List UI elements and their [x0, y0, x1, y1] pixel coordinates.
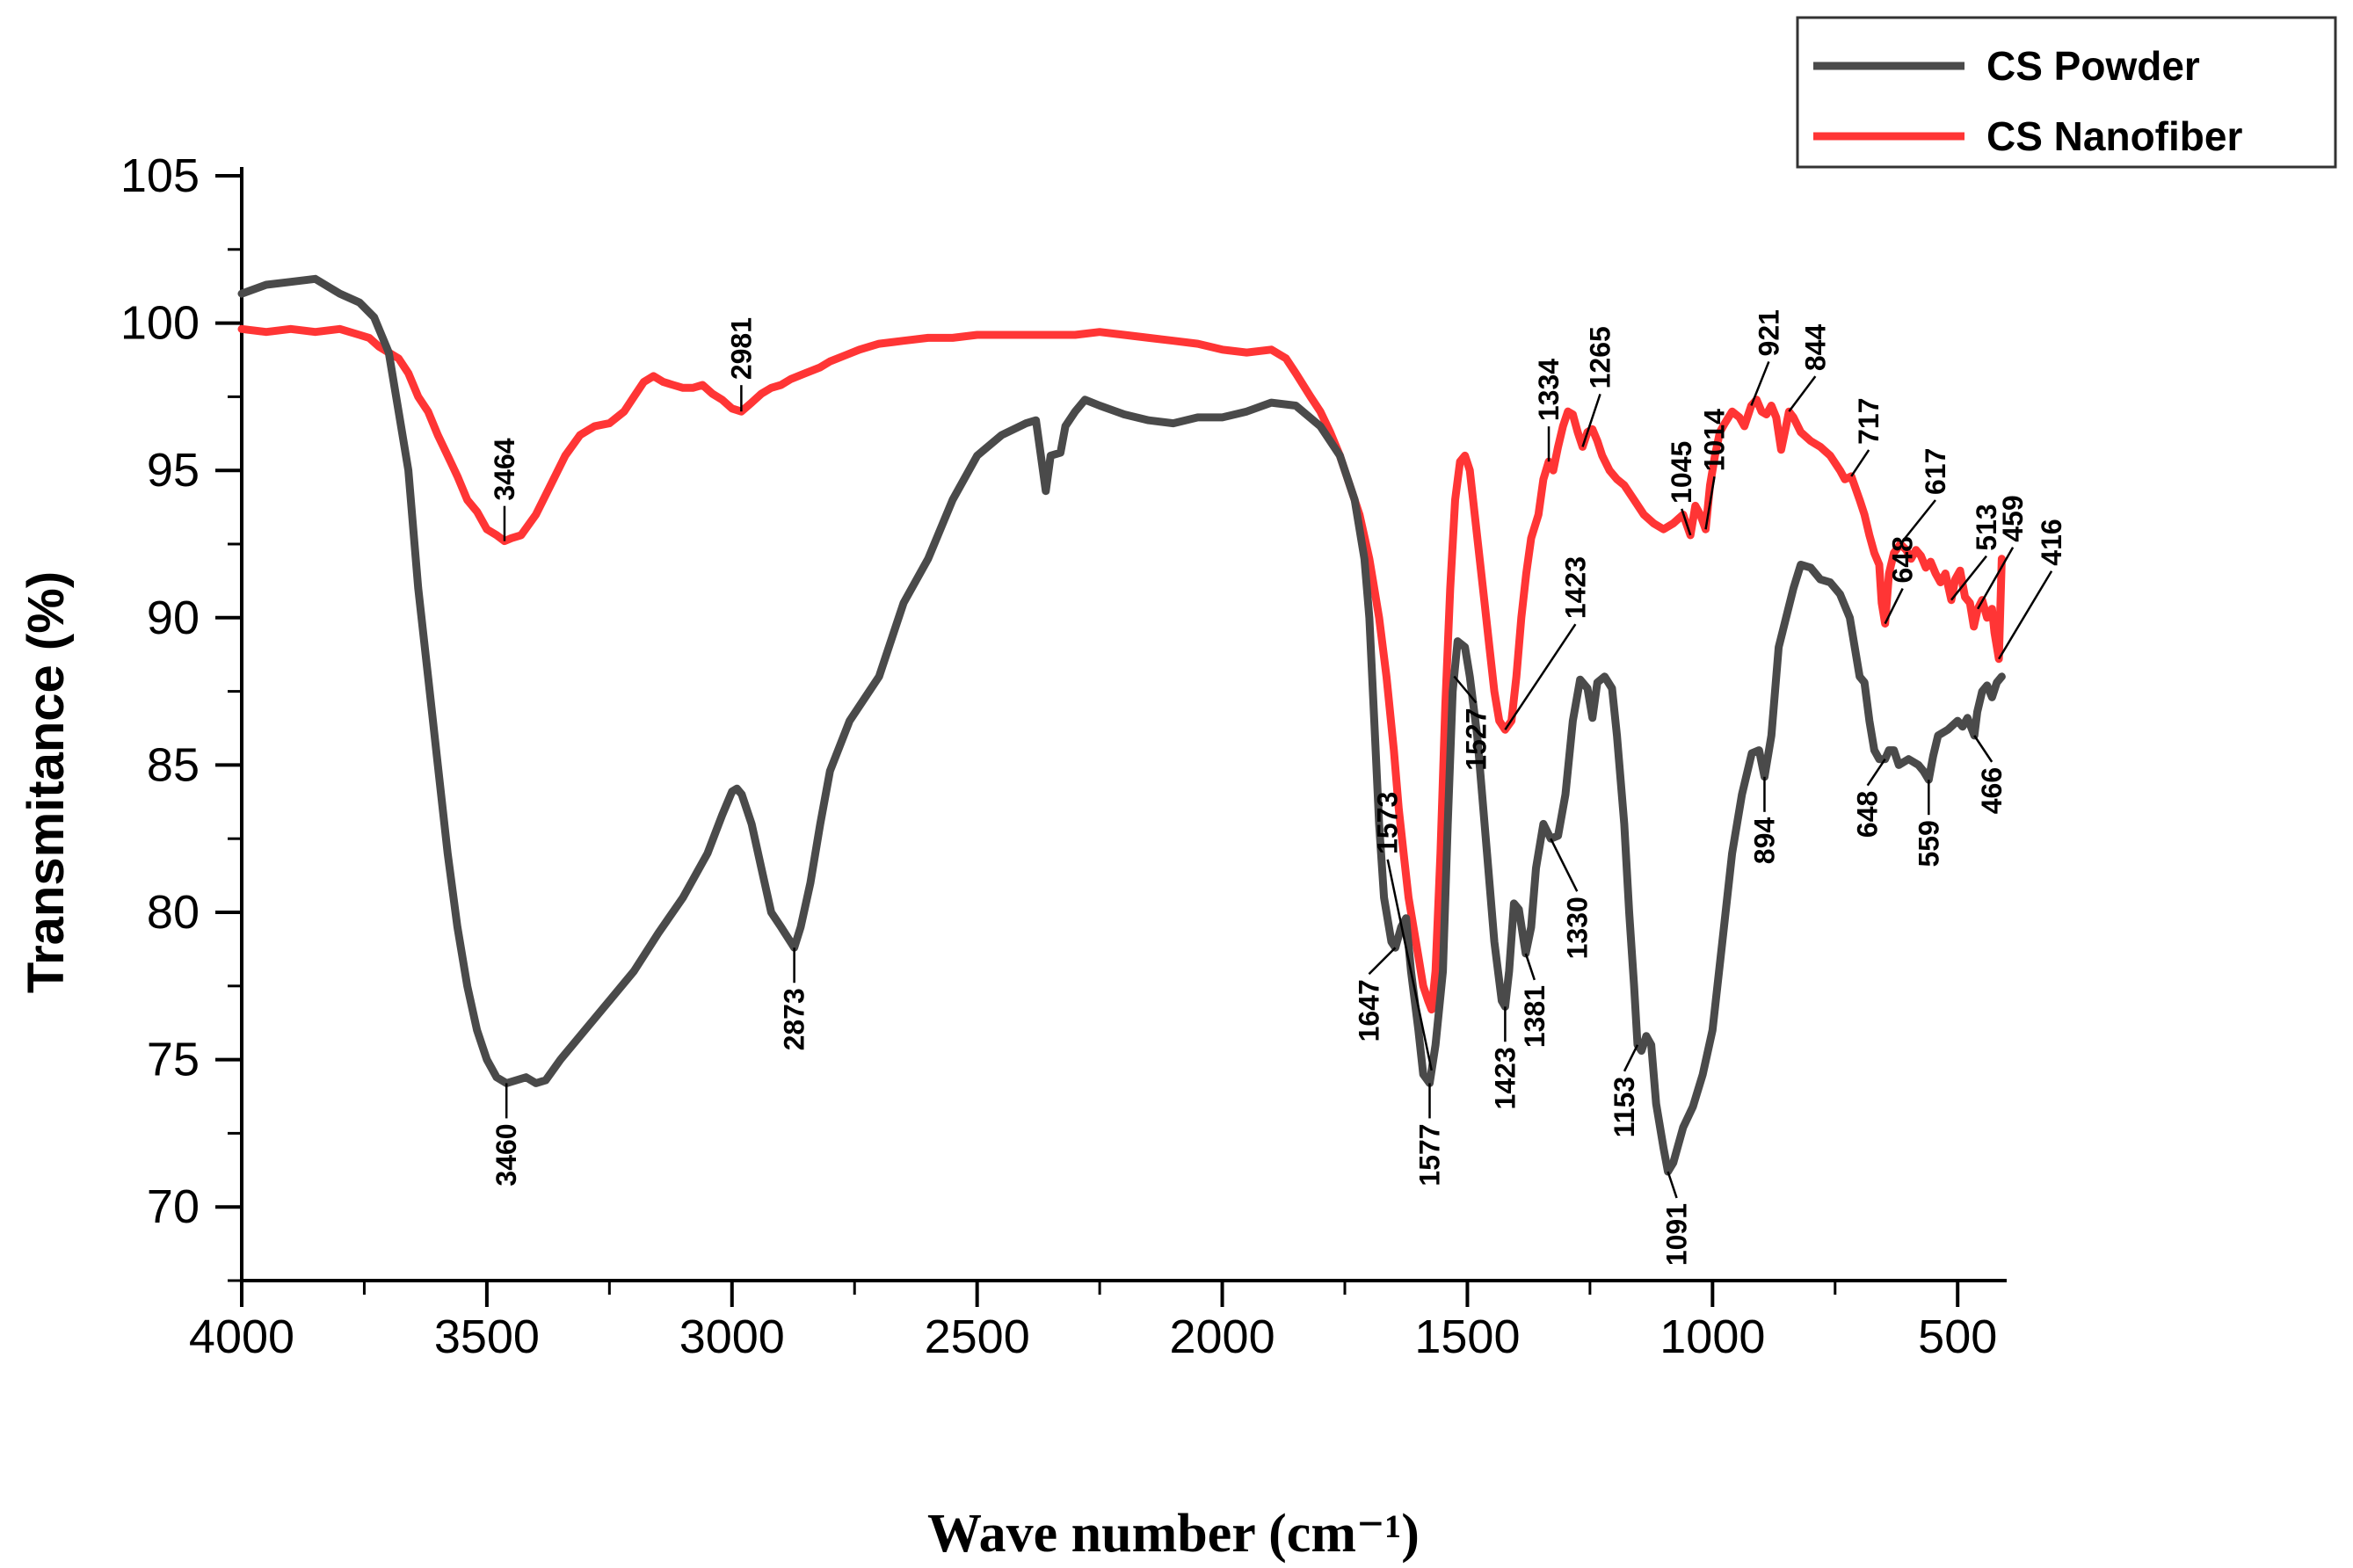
- annotation-leader: [1368, 947, 1397, 976]
- annotation-label: 717: [1853, 398, 1885, 445]
- annotation-leader: [1973, 735, 1994, 763]
- y-tick-label: 105: [120, 149, 200, 202]
- y-tick-label: 70: [147, 1180, 200, 1233]
- annotation-label: 844: [1799, 324, 1831, 372]
- annotation-leader: [1884, 587, 1904, 625]
- legend-box: [1796, 16, 2337, 169]
- annotation-label: 513: [1971, 504, 2002, 550]
- annotation-label: 1153: [1609, 1077, 1640, 1137]
- annotation-label: 466: [1976, 767, 2008, 814]
- y-tick-label: 95: [147, 444, 200, 497]
- x-tick-label: 2000: [1169, 1310, 1275, 1363]
- y-tick-label: 90: [147, 592, 200, 644]
- annotation-label: 459: [1997, 495, 2029, 541]
- annotation-label: 1573: [1372, 792, 1404, 854]
- annotation-leader: [1524, 953, 1536, 981]
- legend-label-cs-powder: CS Powder: [1986, 43, 2200, 89]
- series-line-cs-powder: [237, 274, 2006, 1176]
- x-tick-label: 3000: [679, 1310, 785, 1363]
- annotation-leader: [1750, 360, 1770, 406]
- annotation-label: 894: [1748, 817, 1780, 865]
- x-tick-label: 1500: [1414, 1310, 1520, 1363]
- annotation-label: 1577: [1413, 1123, 1445, 1186]
- annotation-label: 1381: [1519, 985, 1551, 1048]
- annotation-label: 3464: [489, 438, 520, 500]
- x-tick-label: 4000: [189, 1310, 294, 1363]
- annotation-label: 2981: [725, 317, 757, 380]
- annotation-leader: [1550, 838, 1579, 892]
- y-tick-label: 80: [147, 886, 200, 939]
- x-tick-label: 2500: [925, 1310, 1030, 1363]
- y-tick-label: 75: [147, 1034, 200, 1086]
- annotation-label: 921: [1753, 309, 1784, 356]
- annotation-leader: [1623, 1044, 1639, 1072]
- annotation-label: 1045: [1666, 441, 1697, 504]
- annotation-label: 3460: [490, 1123, 522, 1186]
- annotation-leader: [1453, 675, 1478, 704]
- annotation-leader: [1581, 393, 1601, 447]
- annotation-leader: [1504, 623, 1577, 730]
- annotation-leader: [1788, 375, 1817, 412]
- series-lines: [237, 274, 2006, 1176]
- annotation-leader: [1899, 499, 1936, 545]
- y-tick-label: 85: [147, 738, 200, 791]
- axes: 70 75 80 85 90 95 100 105 4000 3500 3000 2500 2000 15…: [120, 149, 2007, 1363]
- y-tick-label: 100: [120, 297, 200, 350]
- annotation-label: 1423: [1559, 556, 1591, 619]
- annotation-leader: [1681, 508, 1692, 536]
- annotation-label: 1527: [1460, 708, 1492, 771]
- x-axis-label: Wave number (cm⁻¹): [927, 1504, 1420, 1564]
- annotation-label: 648: [1852, 791, 1884, 838]
- annotation-label: 1330: [1561, 897, 1593, 959]
- annotation-label: 1423: [1489, 1047, 1521, 1109]
- annotation-leader: [1704, 476, 1716, 530]
- x-tick-label: 500: [1918, 1310, 1997, 1363]
- annotation-leader: [1998, 570, 2053, 660]
- annotation-label: 1091: [1661, 1203, 1693, 1266]
- annotation-label: 559: [1913, 820, 1944, 867]
- x-tick-label: 1000: [1659, 1310, 1765, 1363]
- annotation-label: 416: [2036, 519, 2067, 565]
- annotation-label: 2873: [779, 988, 810, 1050]
- x-tick-label: 3500: [434, 1310, 540, 1363]
- annotation-leader: [1386, 859, 1433, 1071]
- annotation-label: 1647: [1353, 979, 1384, 1042]
- legend-label-cs-nanofiber: CS Nanofiber: [1986, 113, 2242, 159]
- y-axis-label: Transmitance (%): [18, 571, 75, 993]
- annotation-leader: [1950, 555, 1987, 601]
- series-line-cs-nanofiber: [237, 324, 2006, 1014]
- annotation-label: 1334: [1533, 359, 1565, 421]
- annotation-label: 1265: [1585, 326, 1616, 388]
- annotation-label: 1014: [1699, 409, 1731, 471]
- annotation-leader: [1850, 449, 1870, 477]
- annotation-leader: [1977, 547, 2015, 610]
- annotation-label: 648: [1887, 536, 1919, 583]
- annotation-leader: [1866, 759, 1886, 787]
- annotation-label: 617: [1920, 448, 1951, 495]
- legend: CS Powder CS Nanofiber: [1796, 16, 2337, 169]
- annotation-leader: [1667, 1171, 1678, 1199]
